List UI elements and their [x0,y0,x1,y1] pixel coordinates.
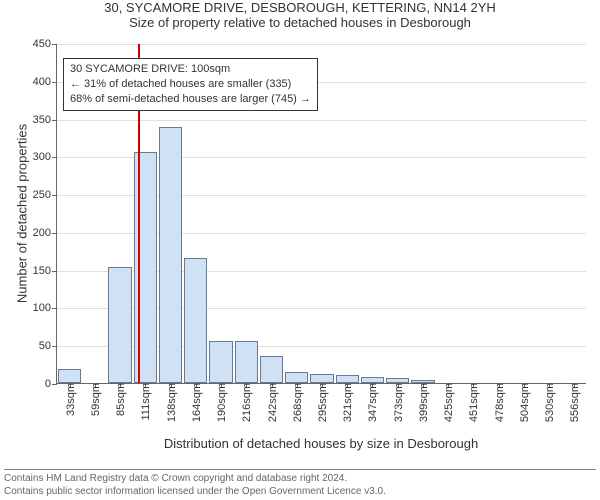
xtick-label: 321sqm [340,383,354,422]
xtick-label: 164sqm [189,383,203,422]
x-axis-label: Distribution of detached houses by size … [56,436,586,451]
bar [58,369,81,383]
xtick-label: 451sqm [466,383,480,422]
bar [285,372,308,383]
ytick-label: 0 [45,378,57,390]
xtick-label: 138sqm [164,383,178,422]
xtick-label: 347sqm [365,383,379,422]
ytick-label: 200 [33,227,57,239]
ytick-label: 250 [33,189,57,201]
xtick-label: 190sqm [214,383,228,422]
annotation-line: 30 SYCAMORE DRIVE: 100sqm [70,62,311,77]
xtick-label: 242sqm [265,383,279,422]
bar [209,341,232,383]
page-subtitle: Size of property relative to detached ho… [0,15,600,30]
xtick-label: 399sqm [416,383,430,422]
annotation-box: 30 SYCAMORE DRIVE: 100sqm← 31% of detach… [63,58,318,111]
ytick-label: 300 [33,151,57,163]
xtick-label: 33sqm [63,383,77,416]
bar [260,356,283,383]
ytick-label: 100 [33,302,57,314]
ytick-label: 350 [33,114,57,126]
gridline [57,44,586,45]
annotation-line: 68% of semi-detached houses are larger (… [70,92,311,107]
xtick-label: 425sqm [441,383,455,422]
xtick-label: 216sqm [239,383,253,422]
ytick-label: 50 [39,340,57,352]
footer-attribution: Contains HM Land Registry data © Crown c… [4,469,596,498]
footer-line: Contains HM Land Registry data © Crown c… [4,473,596,486]
xtick-label: 111sqm [138,383,152,421]
bar [159,127,182,383]
xtick-label: 85sqm [113,383,127,416]
bar [108,267,131,383]
xtick-label: 59sqm [88,383,102,416]
bar [235,341,258,383]
xtick-label: 295sqm [315,383,329,422]
y-axis-label: Number of detached properties [15,114,30,314]
annotation-line: ← 31% of detached houses are smaller (33… [70,77,311,92]
ytick-label: 400 [33,76,57,88]
xtick-label: 504sqm [517,383,531,422]
xtick-label: 373sqm [391,383,405,422]
chart-plot-area: 05010015020025030035040045033sqm59sqm85s… [56,44,586,384]
bar [336,375,359,383]
xtick-label: 268sqm [290,383,304,422]
xtick-label: 530sqm [542,383,556,422]
page-title: 30, SYCAMORE DRIVE, DESBOROUGH, KETTERIN… [0,0,600,15]
xtick-label: 478sqm [492,383,506,422]
bar [184,258,207,383]
xtick-label: 556sqm [567,383,581,422]
ytick-label: 150 [33,265,57,277]
gridline [57,120,586,121]
footer-line: Contains public sector information licen… [4,486,596,499]
ytick-label: 450 [33,38,57,50]
bar [310,374,333,383]
